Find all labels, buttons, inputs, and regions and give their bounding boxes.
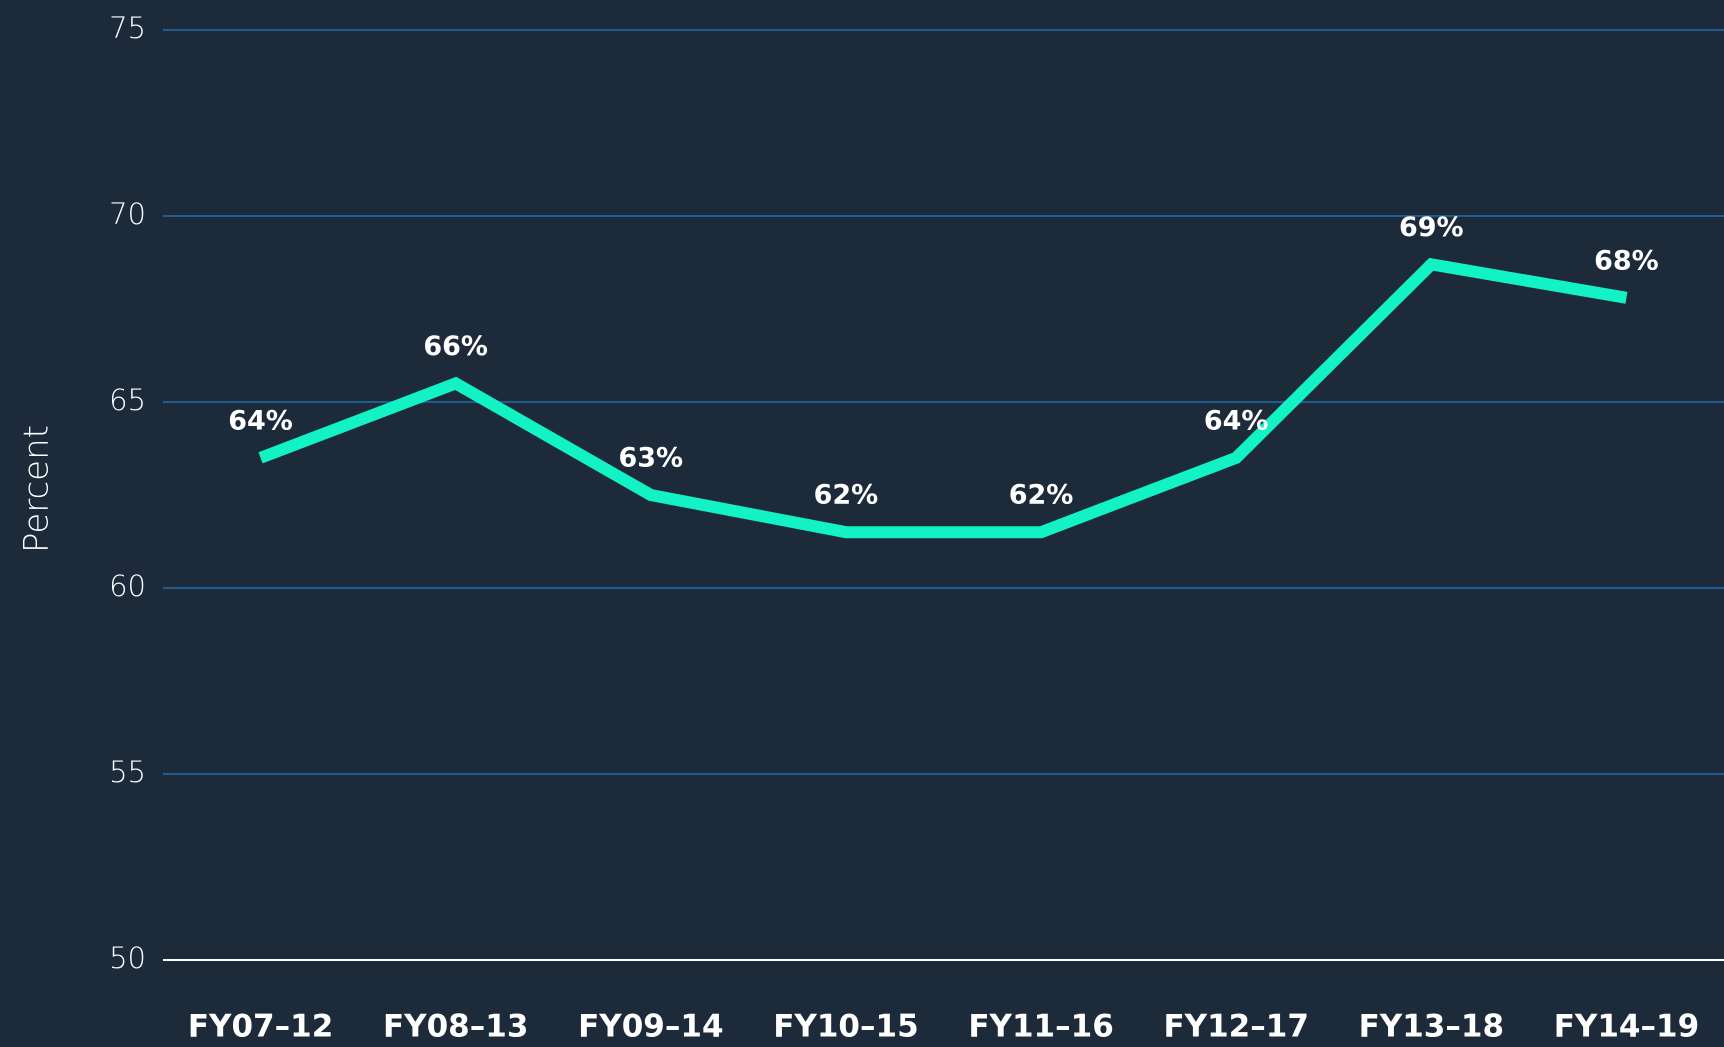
y-tick-label: 50 bbox=[109, 941, 146, 975]
x-tick-label: FY11–16 bbox=[968, 1009, 1113, 1045]
x-tick-label: FY09–14 bbox=[578, 1009, 723, 1045]
y-tick-label: 55 bbox=[109, 755, 146, 789]
data-label: 62% bbox=[814, 480, 879, 511]
line bbox=[258, 257, 1628, 539]
data-label: 64% bbox=[228, 405, 293, 436]
y-tick-label: 65 bbox=[109, 383, 146, 417]
y-tick-label: 70 bbox=[109, 197, 146, 231]
x-tick-label: FY12–17 bbox=[1163, 1009, 1308, 1045]
data-label: 66% bbox=[423, 331, 488, 362]
data-label: 63% bbox=[618, 443, 683, 474]
data-label: 69% bbox=[1399, 212, 1464, 243]
data-label: 68% bbox=[1594, 245, 1659, 276]
x-tick-label: FY10–15 bbox=[773, 1009, 918, 1045]
y-tick-label: 60 bbox=[109, 569, 146, 603]
data-label: 62% bbox=[1009, 480, 1074, 511]
y-tick-label: 75 bbox=[109, 11, 146, 45]
y-axis-title: Percent bbox=[17, 425, 57, 553]
data-label: 64% bbox=[1204, 405, 1269, 436]
x-tick-label: FY08–13 bbox=[383, 1009, 528, 1045]
x-tick-label: FY14–19 bbox=[1554, 1009, 1699, 1045]
x-tick-label: FY13–18 bbox=[1359, 1009, 1504, 1045]
x-tick-label: FY07–12 bbox=[188, 1009, 333, 1045]
